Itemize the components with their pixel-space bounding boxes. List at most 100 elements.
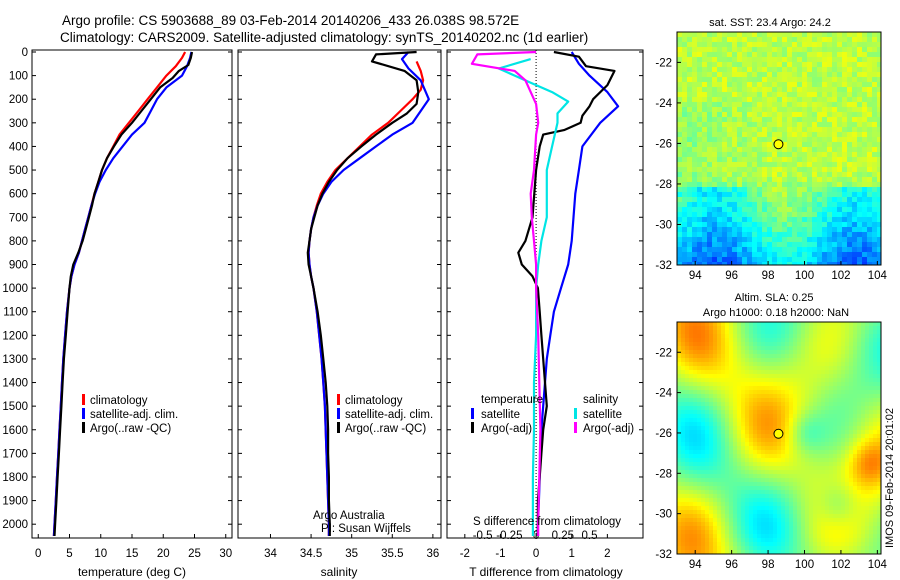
map-cell <box>812 57 818 63</box>
map-cell <box>682 172 688 178</box>
map-cell <box>682 117 688 123</box>
map-cell <box>697 382 702 387</box>
map-cell <box>849 410 854 415</box>
map-cell <box>752 242 758 248</box>
map-cell <box>832 67 838 73</box>
map-cell <box>777 342 782 347</box>
map-cell <box>737 57 743 63</box>
map-cell <box>772 262 778 265</box>
map-cell <box>793 498 798 503</box>
map-cell <box>697 132 703 138</box>
map-cell <box>877 217 881 223</box>
map-cell <box>772 172 778 178</box>
map-cell <box>721 338 726 343</box>
map-cell <box>757 478 762 483</box>
map-cell <box>787 192 793 198</box>
map-cell <box>687 187 693 193</box>
map-cell <box>767 202 773 208</box>
map-cell <box>765 374 770 379</box>
map-cell <box>817 394 822 399</box>
map-cell <box>692 42 698 48</box>
map-cell <box>781 522 786 527</box>
map-cell <box>825 522 830 527</box>
map-cell <box>827 72 833 78</box>
map-cell <box>689 430 694 435</box>
map-cell <box>857 498 862 503</box>
map-cell <box>833 522 838 527</box>
map-cell <box>797 172 803 178</box>
map-cell <box>717 534 722 539</box>
map-cell <box>807 207 813 213</box>
map-cell <box>769 538 774 543</box>
map-cell <box>805 498 810 503</box>
map-cell <box>862 132 868 138</box>
map-cell <box>677 326 682 331</box>
map-cell <box>745 482 750 487</box>
map-cell <box>865 414 870 419</box>
map-cell <box>697 152 703 158</box>
map-cell <box>769 358 774 363</box>
map-cell <box>697 410 702 415</box>
map-cell <box>813 374 818 379</box>
map-cell <box>809 490 814 495</box>
map-cell <box>692 52 698 58</box>
map-cell <box>837 406 842 411</box>
map-cell <box>685 334 690 339</box>
map-cell <box>677 187 683 193</box>
map-cell <box>757 438 762 443</box>
map-cell <box>781 446 786 451</box>
map-cell <box>732 257 738 263</box>
map-cell <box>753 430 758 435</box>
map-cell <box>757 192 763 198</box>
map-cell <box>802 147 808 153</box>
map-cell <box>861 462 866 467</box>
map-cell <box>761 450 766 455</box>
series-group <box>52 51 194 537</box>
map-cell <box>833 370 838 375</box>
map-cell <box>801 482 806 487</box>
map-cell <box>697 538 702 543</box>
map-cell <box>837 442 842 447</box>
map-cell <box>742 152 748 158</box>
map-cell <box>872 207 878 213</box>
map-cell <box>733 382 738 387</box>
map-cell <box>687 132 693 138</box>
map-cell <box>853 358 858 363</box>
map-cell <box>681 422 686 427</box>
map-cell <box>802 32 808 38</box>
map-cell <box>677 450 682 455</box>
map-cell <box>741 446 746 451</box>
map-cell <box>757 142 763 148</box>
map-cell <box>727 32 733 38</box>
map-cell <box>717 486 722 491</box>
map-cell <box>745 342 750 347</box>
map-cell <box>729 434 734 439</box>
map-cell <box>869 434 874 439</box>
map-cell <box>827 247 833 253</box>
map-cell <box>797 466 802 471</box>
map-cell <box>817 107 823 113</box>
map-cell <box>693 342 698 347</box>
map-cell <box>733 394 738 399</box>
map-cell <box>709 374 714 379</box>
map-cell <box>737 362 742 367</box>
map-cell <box>809 462 814 467</box>
map-cell <box>697 77 703 83</box>
map-cell <box>807 107 813 113</box>
map-cell <box>867 197 873 203</box>
map-cell <box>697 434 702 439</box>
map-cell <box>685 366 690 371</box>
map-cell <box>777 362 782 367</box>
map-cell <box>833 402 838 407</box>
map-cell <box>869 522 874 527</box>
map-cell <box>741 406 746 411</box>
map-cell <box>853 450 858 455</box>
map-cell <box>769 510 774 515</box>
map-cell <box>829 362 834 367</box>
map-cell <box>687 107 693 113</box>
map-cell <box>687 112 693 118</box>
map-cell <box>861 418 866 423</box>
map-cell <box>862 32 868 38</box>
map-cell <box>877 222 881 228</box>
map-cell <box>741 458 746 463</box>
